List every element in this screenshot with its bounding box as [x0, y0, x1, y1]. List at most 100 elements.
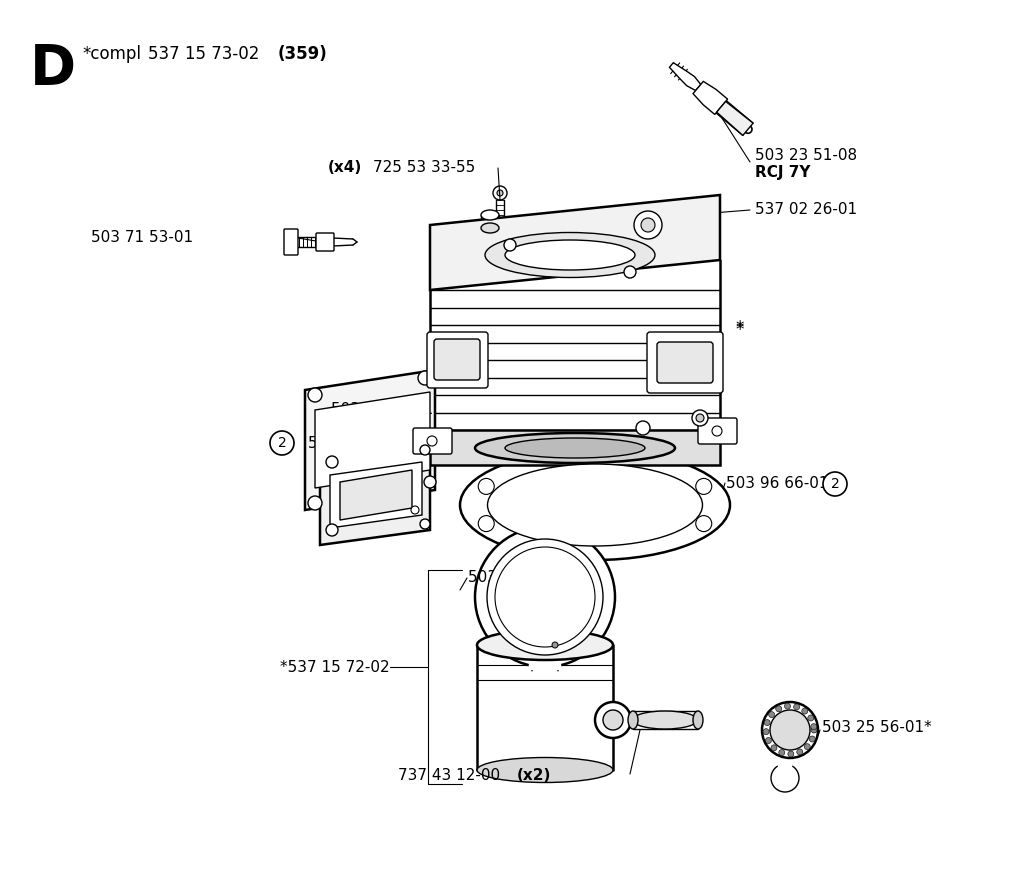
Circle shape: [411, 506, 419, 514]
Polygon shape: [305, 370, 435, 510]
Polygon shape: [693, 82, 728, 114]
Ellipse shape: [460, 450, 730, 560]
Circle shape: [809, 736, 815, 742]
Circle shape: [270, 431, 294, 455]
Circle shape: [808, 715, 814, 721]
Text: RCJ 7Y: RCJ 7Y: [755, 166, 811, 181]
Circle shape: [308, 496, 322, 510]
FancyBboxPatch shape: [657, 342, 713, 383]
Circle shape: [744, 125, 752, 133]
Ellipse shape: [481, 210, 499, 220]
Text: *: *: [736, 319, 744, 337]
Text: *compl: *compl: [82, 45, 141, 63]
Polygon shape: [315, 392, 430, 488]
Circle shape: [504, 239, 516, 251]
FancyBboxPatch shape: [316, 233, 334, 251]
Circle shape: [823, 472, 847, 496]
Text: 725 53 33-55: 725 53 33-55: [373, 160, 475, 175]
Ellipse shape: [505, 438, 645, 458]
Text: 503 23 51-08: 503 23 51-08: [755, 147, 857, 162]
Polygon shape: [330, 462, 422, 528]
Text: 503 96 66-01: 503 96 66-01: [726, 476, 828, 491]
Circle shape: [769, 711, 774, 717]
Circle shape: [696, 414, 705, 422]
Ellipse shape: [633, 711, 697, 729]
Circle shape: [695, 516, 712, 531]
Circle shape: [695, 479, 712, 495]
Text: 737 43 12-00: 737 43 12-00: [398, 768, 500, 783]
Circle shape: [497, 190, 503, 196]
Circle shape: [692, 410, 708, 426]
Text: 2: 2: [830, 477, 840, 491]
Circle shape: [326, 456, 338, 468]
Circle shape: [308, 388, 322, 402]
Circle shape: [478, 516, 495, 531]
Circle shape: [811, 727, 817, 733]
Text: 503 91 65-01: 503 91 65-01: [331, 403, 433, 417]
Circle shape: [552, 642, 558, 648]
Text: *537 15 72-02: *537 15 72-02: [281, 660, 390, 674]
FancyBboxPatch shape: [434, 339, 480, 380]
Ellipse shape: [505, 240, 635, 270]
Circle shape: [794, 704, 800, 709]
Text: 537 02 26-01: 537 02 26-01: [755, 203, 857, 217]
Polygon shape: [717, 102, 753, 135]
Circle shape: [420, 519, 430, 529]
Circle shape: [478, 479, 495, 495]
Circle shape: [763, 729, 769, 735]
Circle shape: [634, 211, 662, 239]
Circle shape: [326, 524, 338, 536]
Circle shape: [779, 750, 784, 756]
Circle shape: [636, 421, 650, 435]
Circle shape: [797, 749, 803, 755]
Text: 503 91 66-01: 503 91 66-01: [308, 436, 411, 451]
Circle shape: [624, 266, 636, 278]
Circle shape: [712, 426, 722, 436]
Text: 2: 2: [278, 436, 287, 450]
Text: 503 25 56-01*: 503 25 56-01*: [822, 721, 932, 736]
Circle shape: [424, 476, 436, 488]
Ellipse shape: [485, 232, 655, 277]
Text: *: *: [736, 321, 744, 339]
Circle shape: [493, 186, 507, 200]
Polygon shape: [430, 195, 720, 290]
Circle shape: [787, 751, 794, 757]
Circle shape: [487, 539, 603, 655]
FancyBboxPatch shape: [413, 428, 452, 454]
FancyBboxPatch shape: [284, 229, 298, 255]
Circle shape: [603, 710, 623, 730]
Circle shape: [595, 702, 631, 738]
FancyBboxPatch shape: [698, 418, 737, 444]
Ellipse shape: [487, 464, 702, 546]
Circle shape: [418, 371, 432, 385]
Circle shape: [764, 720, 770, 725]
Text: (x4): (x4): [328, 160, 362, 175]
Ellipse shape: [693, 711, 703, 729]
Circle shape: [784, 703, 791, 709]
Circle shape: [811, 724, 817, 730]
FancyBboxPatch shape: [647, 332, 723, 393]
Circle shape: [427, 436, 437, 446]
FancyBboxPatch shape: [427, 332, 488, 388]
Circle shape: [765, 738, 771, 744]
Ellipse shape: [628, 711, 638, 729]
Ellipse shape: [481, 223, 499, 233]
Text: D: D: [30, 42, 76, 96]
Circle shape: [495, 547, 595, 647]
Polygon shape: [340, 470, 412, 520]
Circle shape: [802, 708, 808, 714]
Circle shape: [771, 745, 777, 751]
Polygon shape: [670, 63, 700, 90]
Circle shape: [771, 764, 799, 792]
Ellipse shape: [477, 758, 613, 782]
Text: (359): (359): [278, 45, 328, 63]
Circle shape: [804, 744, 810, 750]
Polygon shape: [319, 445, 430, 545]
Circle shape: [770, 710, 810, 750]
Ellipse shape: [477, 630, 613, 660]
Text: (x2): (x2): [517, 768, 551, 783]
Ellipse shape: [475, 433, 675, 463]
Circle shape: [641, 218, 655, 232]
Circle shape: [776, 706, 781, 712]
Text: 503 28 90-29: 503 28 90-29: [468, 571, 570, 586]
